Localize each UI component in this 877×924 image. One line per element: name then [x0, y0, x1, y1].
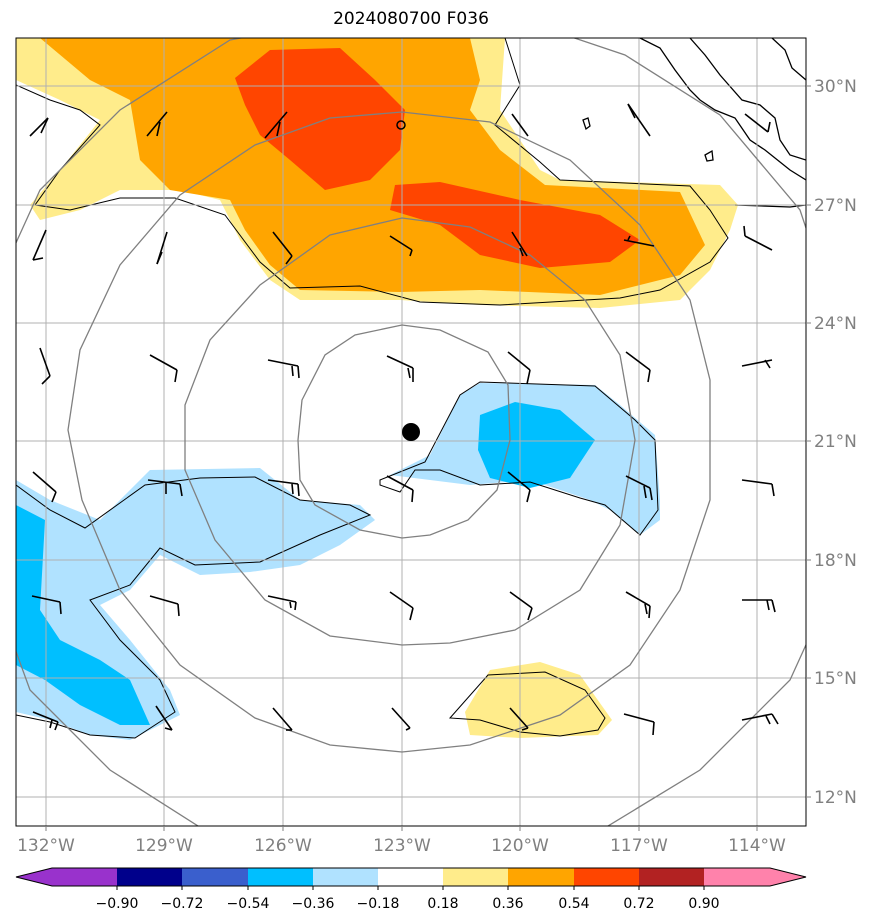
- colorbar-tick-label: −0.90: [96, 896, 139, 912]
- colorbar-tick-label: 0.72: [623, 896, 654, 912]
- colorbar-tick-label: −0.36: [292, 896, 335, 912]
- lat-label: 24°N: [814, 314, 857, 334]
- lat-label: 27°N: [814, 196, 857, 216]
- colorbar-segment: [443, 868, 509, 886]
- wind-barb: [147, 479, 183, 497]
- colorbar-tick-label: 0.18: [427, 896, 458, 912]
- wind-barb: [507, 351, 531, 385]
- lat-label: 30°N: [814, 77, 857, 97]
- wind-barb: [386, 475, 414, 503]
- lon-label: 132°W: [17, 836, 75, 856]
- wind-barb: [39, 347, 51, 385]
- wind-barb: [742, 599, 776, 613]
- wind-barb: [743, 225, 773, 251]
- lat-label: 12°N: [814, 788, 857, 808]
- lon-label: 114°W: [728, 836, 786, 856]
- wind-barb: [511, 231, 528, 257]
- wind-barb: [267, 479, 300, 497]
- wind-barb: [155, 705, 173, 731]
- wind-barb: [741, 359, 773, 369]
- colorbar-segment: [313, 868, 379, 886]
- storm-center-dot: [402, 423, 420, 441]
- colorbar-tick-label: −0.18: [357, 896, 400, 912]
- wind-barb: [507, 471, 531, 503]
- lat-label: 21°N: [814, 432, 857, 452]
- wind-barb: [264, 111, 288, 139]
- colorbar-segment: [52, 868, 118, 886]
- colorbar-segment: [16, 868, 52, 886]
- colorbar-segment: [248, 868, 314, 886]
- wind-barb: [741, 479, 775, 497]
- colorbar-tick-label: 0.54: [558, 896, 589, 912]
- wind-barb: [509, 707, 529, 731]
- lon-label: 126°W: [254, 836, 312, 856]
- negative-anomaly-region: [16, 383, 660, 740]
- range-rings: [16, 38, 806, 826]
- lat-label: 15°N: [814, 669, 857, 689]
- colorbar-segment: [378, 868, 444, 886]
- colorbar-tick-label: 0.90: [688, 896, 719, 912]
- wind-barb: [32, 711, 59, 731]
- wind-barb: [741, 713, 779, 725]
- wind-barb: [625, 351, 651, 383]
- lon-label: 129°W: [135, 836, 193, 856]
- colorbar-segment: [639, 868, 705, 886]
- lon-label: 117°W: [610, 836, 668, 856]
- wind-barb: [149, 354, 178, 383]
- colorbar-segment: [574, 868, 640, 886]
- colorbar-segment: [117, 868, 183, 886]
- map-title: 2024080700 F036: [333, 9, 489, 29]
- wind-barb: [744, 113, 771, 133]
- colorbar: −0.90 −0.72 −0.54 −0.36 −0.18 0.18 0.36 …: [15, 867, 807, 912]
- wind-barb: [31, 595, 62, 615]
- lon-label: 123°W: [373, 836, 431, 856]
- wind-barb: [625, 475, 653, 501]
- colorbar-tick-label: −0.54: [227, 896, 270, 912]
- map-plot-area: [16, 38, 806, 826]
- colorbar-segment: [704, 868, 770, 886]
- coastline: [582, 38, 806, 208]
- wind-barb: [627, 103, 651, 137]
- wind-barb: [146, 111, 168, 137]
- wind-barb: [623, 713, 655, 736]
- colorbar-segment: [508, 868, 574, 886]
- wind-barb: [267, 359, 300, 379]
- latitude-labels: 30°N 27°N 24°N 21°N 18°N 15°N 12°N: [814, 77, 857, 808]
- wind-barb: [267, 595, 297, 611]
- wind-barb: [623, 235, 655, 247]
- wind-barb: [389, 591, 414, 621]
- wind-barb: [391, 707, 411, 731]
- wind-barb: [272, 707, 293, 731]
- axis-ticks: [45, 85, 811, 831]
- wind-barb: [272, 231, 293, 265]
- lat-label: 18°N: [814, 551, 857, 571]
- colorbar-outline: [15, 867, 807, 887]
- gridlines: [16, 38, 806, 826]
- wind-barb: [32, 471, 57, 503]
- wind-barbs: [29, 103, 779, 736]
- colorbar-segment: [182, 868, 248, 886]
- colorbar-tick-label: 0.36: [492, 896, 523, 912]
- wind-barb: [389, 235, 413, 257]
- colorbar-tick-label: −0.72: [161, 896, 204, 912]
- wind-barb: [156, 231, 168, 265]
- wind-barb: [625, 591, 651, 619]
- wind-barb: [386, 355, 414, 382]
- wind-barb: [511, 113, 529, 137]
- positive-anomaly-region: [16, 38, 738, 738]
- calm-wind-marker: [396, 120, 406, 130]
- map-frame: [15, 37, 807, 827]
- colorbar-segment: [770, 868, 806, 886]
- contour-lines: [16, 38, 729, 739]
- wind-barb: [32, 229, 47, 261]
- wind-barb: [29, 117, 49, 137]
- lon-label: 120°W: [491, 836, 549, 856]
- longitude-labels: 132°W 129°W 126°W 123°W 120°W 117°W 114°…: [17, 836, 786, 856]
- wind-barb: [149, 595, 180, 617]
- wind-barb: [509, 591, 533, 621]
